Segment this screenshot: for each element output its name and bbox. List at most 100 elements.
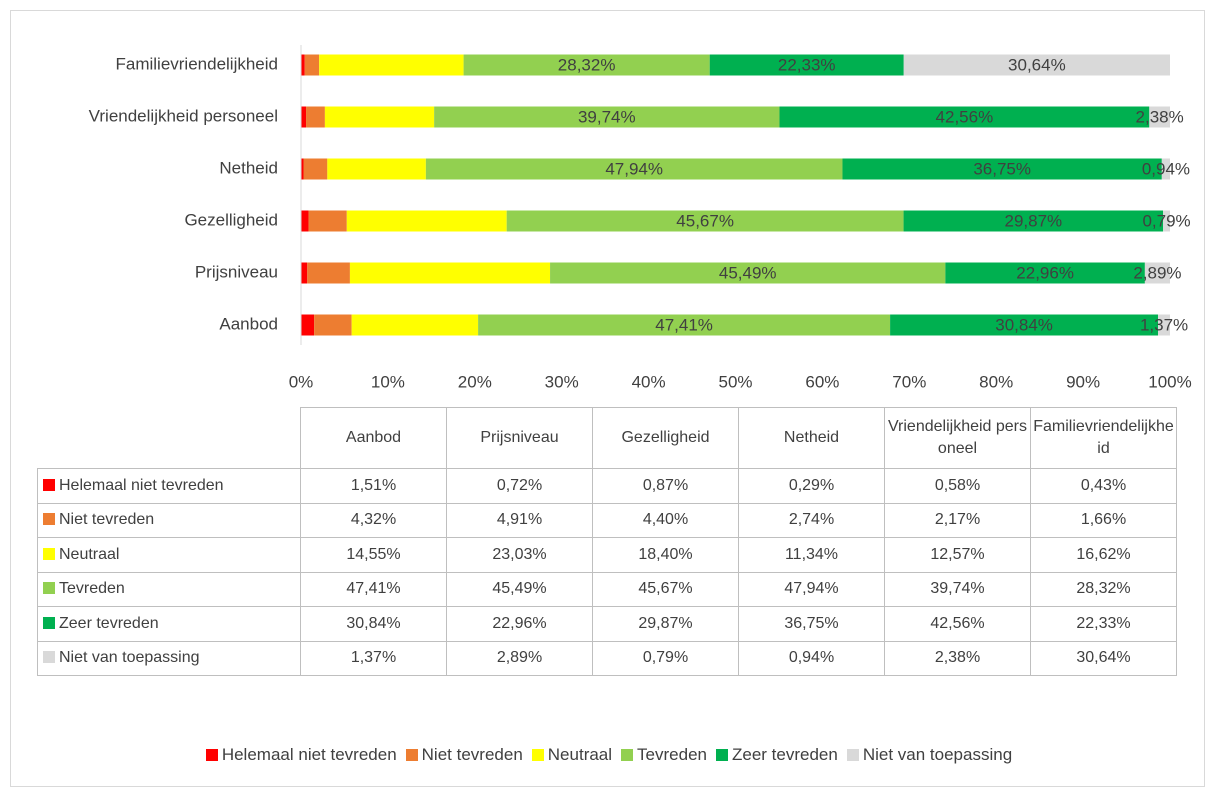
data-label: 1,37% xyxy=(1140,315,1188,334)
bar-segment xyxy=(1161,158,1170,180)
table-cell: 2,89% xyxy=(446,640,593,676)
bar-segment xyxy=(301,106,307,128)
table-cell: 2,17% xyxy=(884,502,1031,538)
table-cell: 30,64% xyxy=(1030,640,1177,676)
table-row: Niet van toepassing 1,37% 2,89% 0,79% 0,94% 2… xyxy=(37,640,1177,676)
legend-item: Niet tevreden xyxy=(403,745,523,765)
bar-segment xyxy=(903,54,1170,76)
bar-segment xyxy=(709,54,904,76)
y-tick-label: Aanbod xyxy=(219,314,278,333)
legend-key xyxy=(531,749,544,761)
bar-segment xyxy=(346,210,507,232)
y-tick-label: Vriendelijkheid personeel xyxy=(89,106,278,125)
bar-segment xyxy=(506,210,904,232)
data-label: 0,94% xyxy=(1142,159,1190,178)
table-key: Niet van toepassing xyxy=(37,640,301,676)
table-row: Helemaal niet tevreden 1,51% 0,72% 0,87% 0,2… xyxy=(37,468,1177,504)
table-cell: 0,72% xyxy=(446,468,593,504)
table-cell: 12,57% xyxy=(884,537,1031,573)
table-header: Netheid xyxy=(738,407,885,469)
data-label: 22,33% xyxy=(778,55,836,74)
table-cell: 42,56% xyxy=(884,606,1031,642)
bar-segment xyxy=(308,210,347,232)
legend-key xyxy=(43,651,55,664)
table-cell: 39,74% xyxy=(884,571,1031,607)
table-cell: 0,29% xyxy=(738,468,885,504)
bar-segment xyxy=(434,106,780,128)
data-label: 2,89% xyxy=(1133,263,1181,282)
bar-segment xyxy=(301,54,305,76)
table-row: Neutraal 14,55% 23,03% 18,40% 11,34% 12,57% 16… xyxy=(37,537,1177,573)
table-key: Niet tevreden xyxy=(37,502,301,538)
bar-segment xyxy=(301,158,304,180)
data-label: 30,84% xyxy=(995,315,1053,334)
bar-segment xyxy=(842,158,1162,180)
table-cell: 0,79% xyxy=(592,640,739,676)
data-table: Aanbod Prijsniveau Gezelligheid Netheid Vrie… xyxy=(37,407,1177,676)
legend-key xyxy=(205,749,218,761)
table-cell: 1,51% xyxy=(300,468,447,504)
table-cell: 28,32% xyxy=(1030,571,1177,607)
bar-segment xyxy=(779,106,1150,128)
x-tick-label: 50% xyxy=(718,372,752,391)
table-cell: 22,96% xyxy=(446,606,593,642)
data-label: 22,96% xyxy=(1016,263,1074,282)
series-name: Niet tevreden xyxy=(59,511,155,529)
y-tick-label: Gezelligheid xyxy=(184,210,278,229)
legend-label: Niet van toepassing xyxy=(862,745,1013,764)
series-name: Neutraal xyxy=(59,545,120,563)
data-label: 45,67% xyxy=(676,211,734,230)
series-name: Niet van toepassing xyxy=(59,649,200,667)
bar-segment xyxy=(425,158,843,180)
legend-key xyxy=(43,478,55,491)
bar-segment xyxy=(890,314,1159,336)
y-tick-label: Netheid xyxy=(219,158,278,177)
legend-key xyxy=(43,513,55,526)
table-cell: 0,87% xyxy=(592,468,739,504)
table-cell: 16,62% xyxy=(1030,537,1177,573)
bar-segment xyxy=(903,210,1164,232)
series-name: Zeer tevreden xyxy=(59,614,159,632)
bar-segment xyxy=(301,210,309,232)
bar-segment xyxy=(306,106,325,128)
bar-segment xyxy=(324,106,435,128)
table-cell: 1,66% xyxy=(1030,502,1177,538)
x-tick-label: 60% xyxy=(805,372,839,391)
table-row: Niet tevreden 4,32% 4,91% 4,40% 2,74% 2,17% 1,… xyxy=(37,502,1177,538)
table-cell: 23,03% xyxy=(446,537,593,573)
x-tick-label: 70% xyxy=(892,372,926,391)
legend-key xyxy=(846,749,859,761)
data-label: 39,74% xyxy=(578,107,636,126)
legend: Helemaal niet tevreden Niet tevreden Neutr… xyxy=(0,745,1215,765)
table-cell: 0,43% xyxy=(1030,468,1177,504)
table-cell: 36,75% xyxy=(738,606,885,642)
legend-item: Niet van toepassing xyxy=(844,745,1012,765)
legend-key xyxy=(621,749,634,761)
table-row: Tevreden 47,41% 45,49% 45,67% 47,94% 39,74% 28… xyxy=(37,571,1177,607)
legend-key xyxy=(43,616,55,629)
legend-key xyxy=(715,749,728,761)
data-label: 29,87% xyxy=(1005,211,1063,230)
table-key: Helemaal niet tevreden xyxy=(37,468,301,504)
legend-item: Tevreden xyxy=(618,745,707,765)
bar-segment xyxy=(1149,106,1170,128)
bar-segment xyxy=(304,54,320,76)
table-key: Zeer tevreden xyxy=(37,606,301,642)
x-tick-label: 90% xyxy=(1066,372,1100,391)
legend-label: Neutraal xyxy=(547,745,613,764)
bar-segment xyxy=(303,158,328,180)
data-label: 36,75% xyxy=(973,159,1031,178)
table-cell: 4,91% xyxy=(446,502,593,538)
bar-segment xyxy=(463,54,710,76)
table-key: Neutraal xyxy=(37,537,301,573)
bar-segment xyxy=(550,262,946,284)
x-tick-label: 0% xyxy=(289,372,314,391)
table-cell: 1,37% xyxy=(300,640,447,676)
bar-segment xyxy=(1144,262,1170,284)
data-label: 28,32% xyxy=(558,55,616,74)
legend-item: Helemaal niet tevreden xyxy=(203,745,397,765)
x-tick-label: 20% xyxy=(458,372,492,391)
table-row: Zeer tevreden 30,84% 22,96% 29,87% 36,75% 42,… xyxy=(37,606,1177,642)
